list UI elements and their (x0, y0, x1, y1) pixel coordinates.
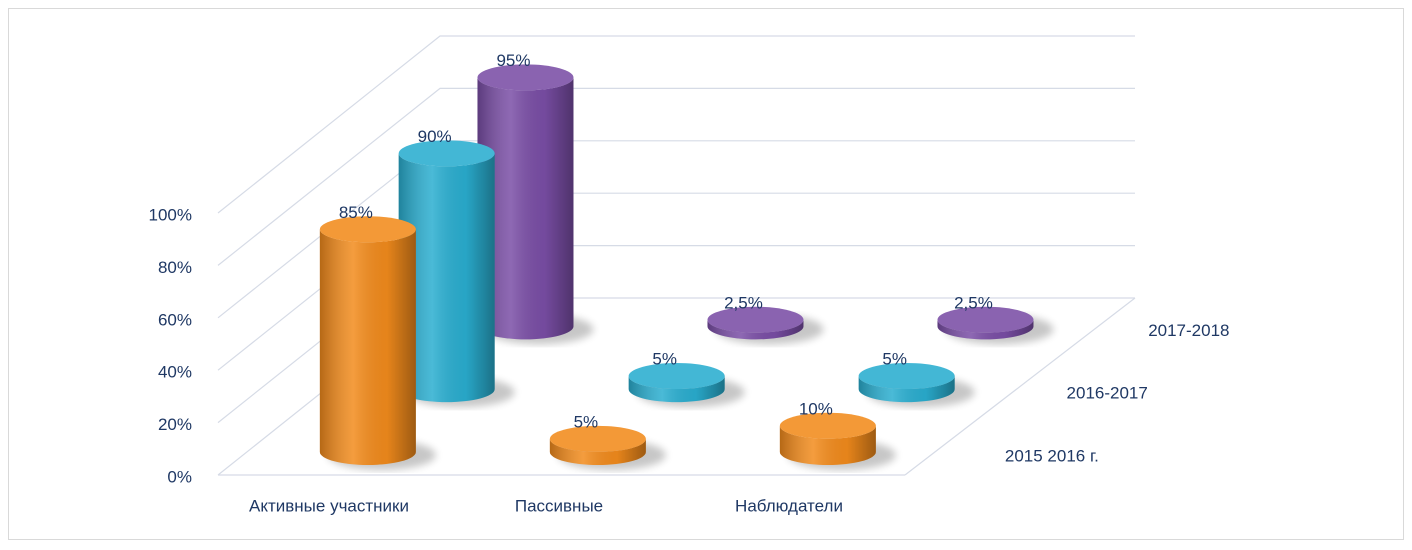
bar-shading (707, 319, 804, 340)
bar-top (779, 412, 876, 439)
bar-top-shade (628, 363, 725, 390)
y-tick-label: 80% (158, 258, 192, 277)
value-label: 90% (418, 127, 452, 146)
bar-top (628, 363, 725, 390)
bar-shading (398, 153, 495, 403)
bar-shading (549, 438, 646, 465)
bar-top (319, 216, 416, 243)
frame (8, 8, 1404, 540)
y-tick-label: 40% (158, 363, 192, 382)
y-tick-label: 20% (158, 415, 192, 434)
bar-top-shade (779, 412, 876, 439)
y-tick-label: 100% (149, 205, 192, 224)
bar-top (398, 140, 495, 167)
x-tick-label: Наблюдатели (735, 496, 843, 515)
bar-top (858, 363, 955, 390)
series-label: 2015 2016 г. (1005, 446, 1099, 465)
y-tick-label: 60% (158, 310, 192, 329)
grid-line (217, 87, 1135, 266)
x-tick-label: Пассивные (515, 496, 603, 515)
floor-edge (904, 297, 1136, 476)
grid-line (217, 35, 1135, 214)
bar-shading (858, 376, 955, 403)
value-label: 5% (652, 350, 677, 369)
bar-top (707, 306, 804, 333)
value-label: 10% (799, 399, 833, 418)
bar-top (477, 64, 574, 91)
value-label: 85% (339, 203, 373, 222)
bar-shading (319, 229, 416, 465)
value-label: 95% (496, 51, 530, 70)
bar-top (937, 306, 1034, 333)
bar-shading (937, 319, 1034, 340)
bar-shading (628, 376, 725, 403)
value-label: 2,5% (954, 293, 993, 312)
bar-top-shade (549, 425, 646, 452)
series-label: 2017-2018 (1148, 321, 1229, 340)
bar-top-shade (477, 64, 574, 91)
y-tick-label: 0% (167, 467, 192, 486)
bar-top-shade (398, 140, 495, 167)
bar-top-shade (937, 306, 1034, 333)
series-label: 2016-2017 (1067, 384, 1148, 403)
bar-top-shade (319, 216, 416, 243)
value-label: 5% (574, 412, 599, 431)
bar-shading (779, 425, 876, 465)
value-label: 5% (882, 350, 907, 369)
bar-top-shade (858, 363, 955, 390)
x-tick-label: Активные участники (249, 496, 409, 515)
bar-shading (477, 77, 574, 340)
value-label: 2,5% (724, 293, 763, 312)
bar-top-shade (707, 306, 804, 333)
bar-top (549, 425, 646, 452)
